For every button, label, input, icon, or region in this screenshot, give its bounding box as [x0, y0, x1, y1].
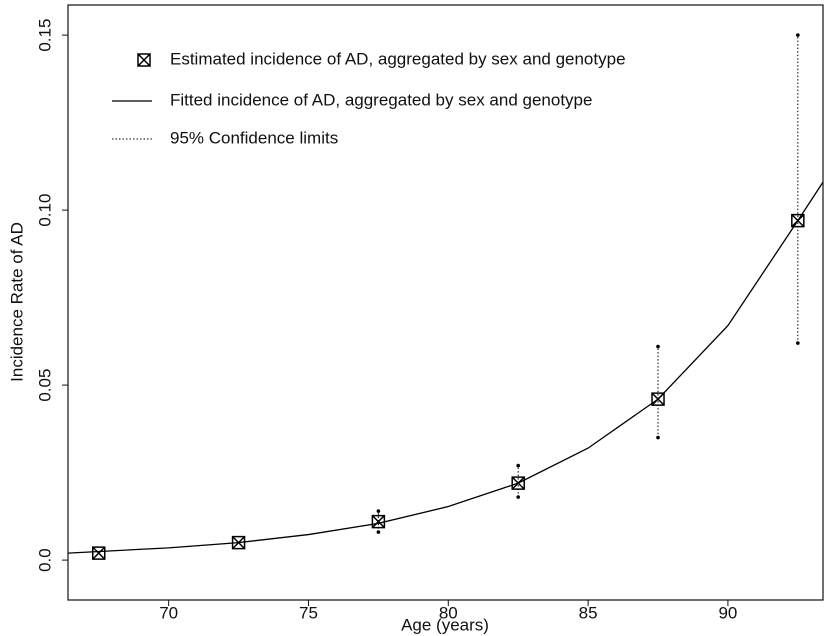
x-tick-label: 90 [718, 603, 737, 622]
legend-label: Estimated incidence of AD, aggregated by… [170, 49, 626, 68]
y-axis-title: Incidence Rate of AD [7, 222, 26, 382]
error-bar-end [376, 530, 381, 534]
error-bar-end [796, 341, 800, 345]
fitted-line [67, 181, 824, 554]
x-tick-label: 80 [439, 603, 458, 622]
point [371, 514, 386, 529]
error-bar-end [376, 509, 381, 513]
point [92, 546, 106, 560]
legend-label: Fitted incidence of AD, aggregated by se… [170, 90, 592, 109]
error-bar-end [656, 344, 660, 349]
y-tick-label: 0.10 [35, 194, 54, 227]
plot-frame [67, 4, 824, 601]
x-tick-label: 85 [579, 603, 598, 622]
y-tick-label: 0.05 [35, 369, 54, 402]
legend-marker [137, 53, 151, 67]
error-bar-end [516, 495, 521, 499]
x-tick-label: 70 [159, 603, 178, 622]
legend-label: 95% Confidence limits [170, 128, 338, 147]
y-tick-label: 0.0 [35, 548, 54, 572]
error-bar-end [656, 435, 660, 440]
x-axis-title: Age (years) [401, 615, 489, 634]
point [791, 213, 805, 228]
point [231, 535, 246, 550]
point [511, 476, 525, 490]
error-bar-end [796, 33, 800, 37]
x-tick-label: 75 [299, 603, 318, 622]
point [651, 392, 665, 406]
error-bar-end [516, 463, 521, 468]
y-tick-label: 0.15 [35, 19, 54, 52]
